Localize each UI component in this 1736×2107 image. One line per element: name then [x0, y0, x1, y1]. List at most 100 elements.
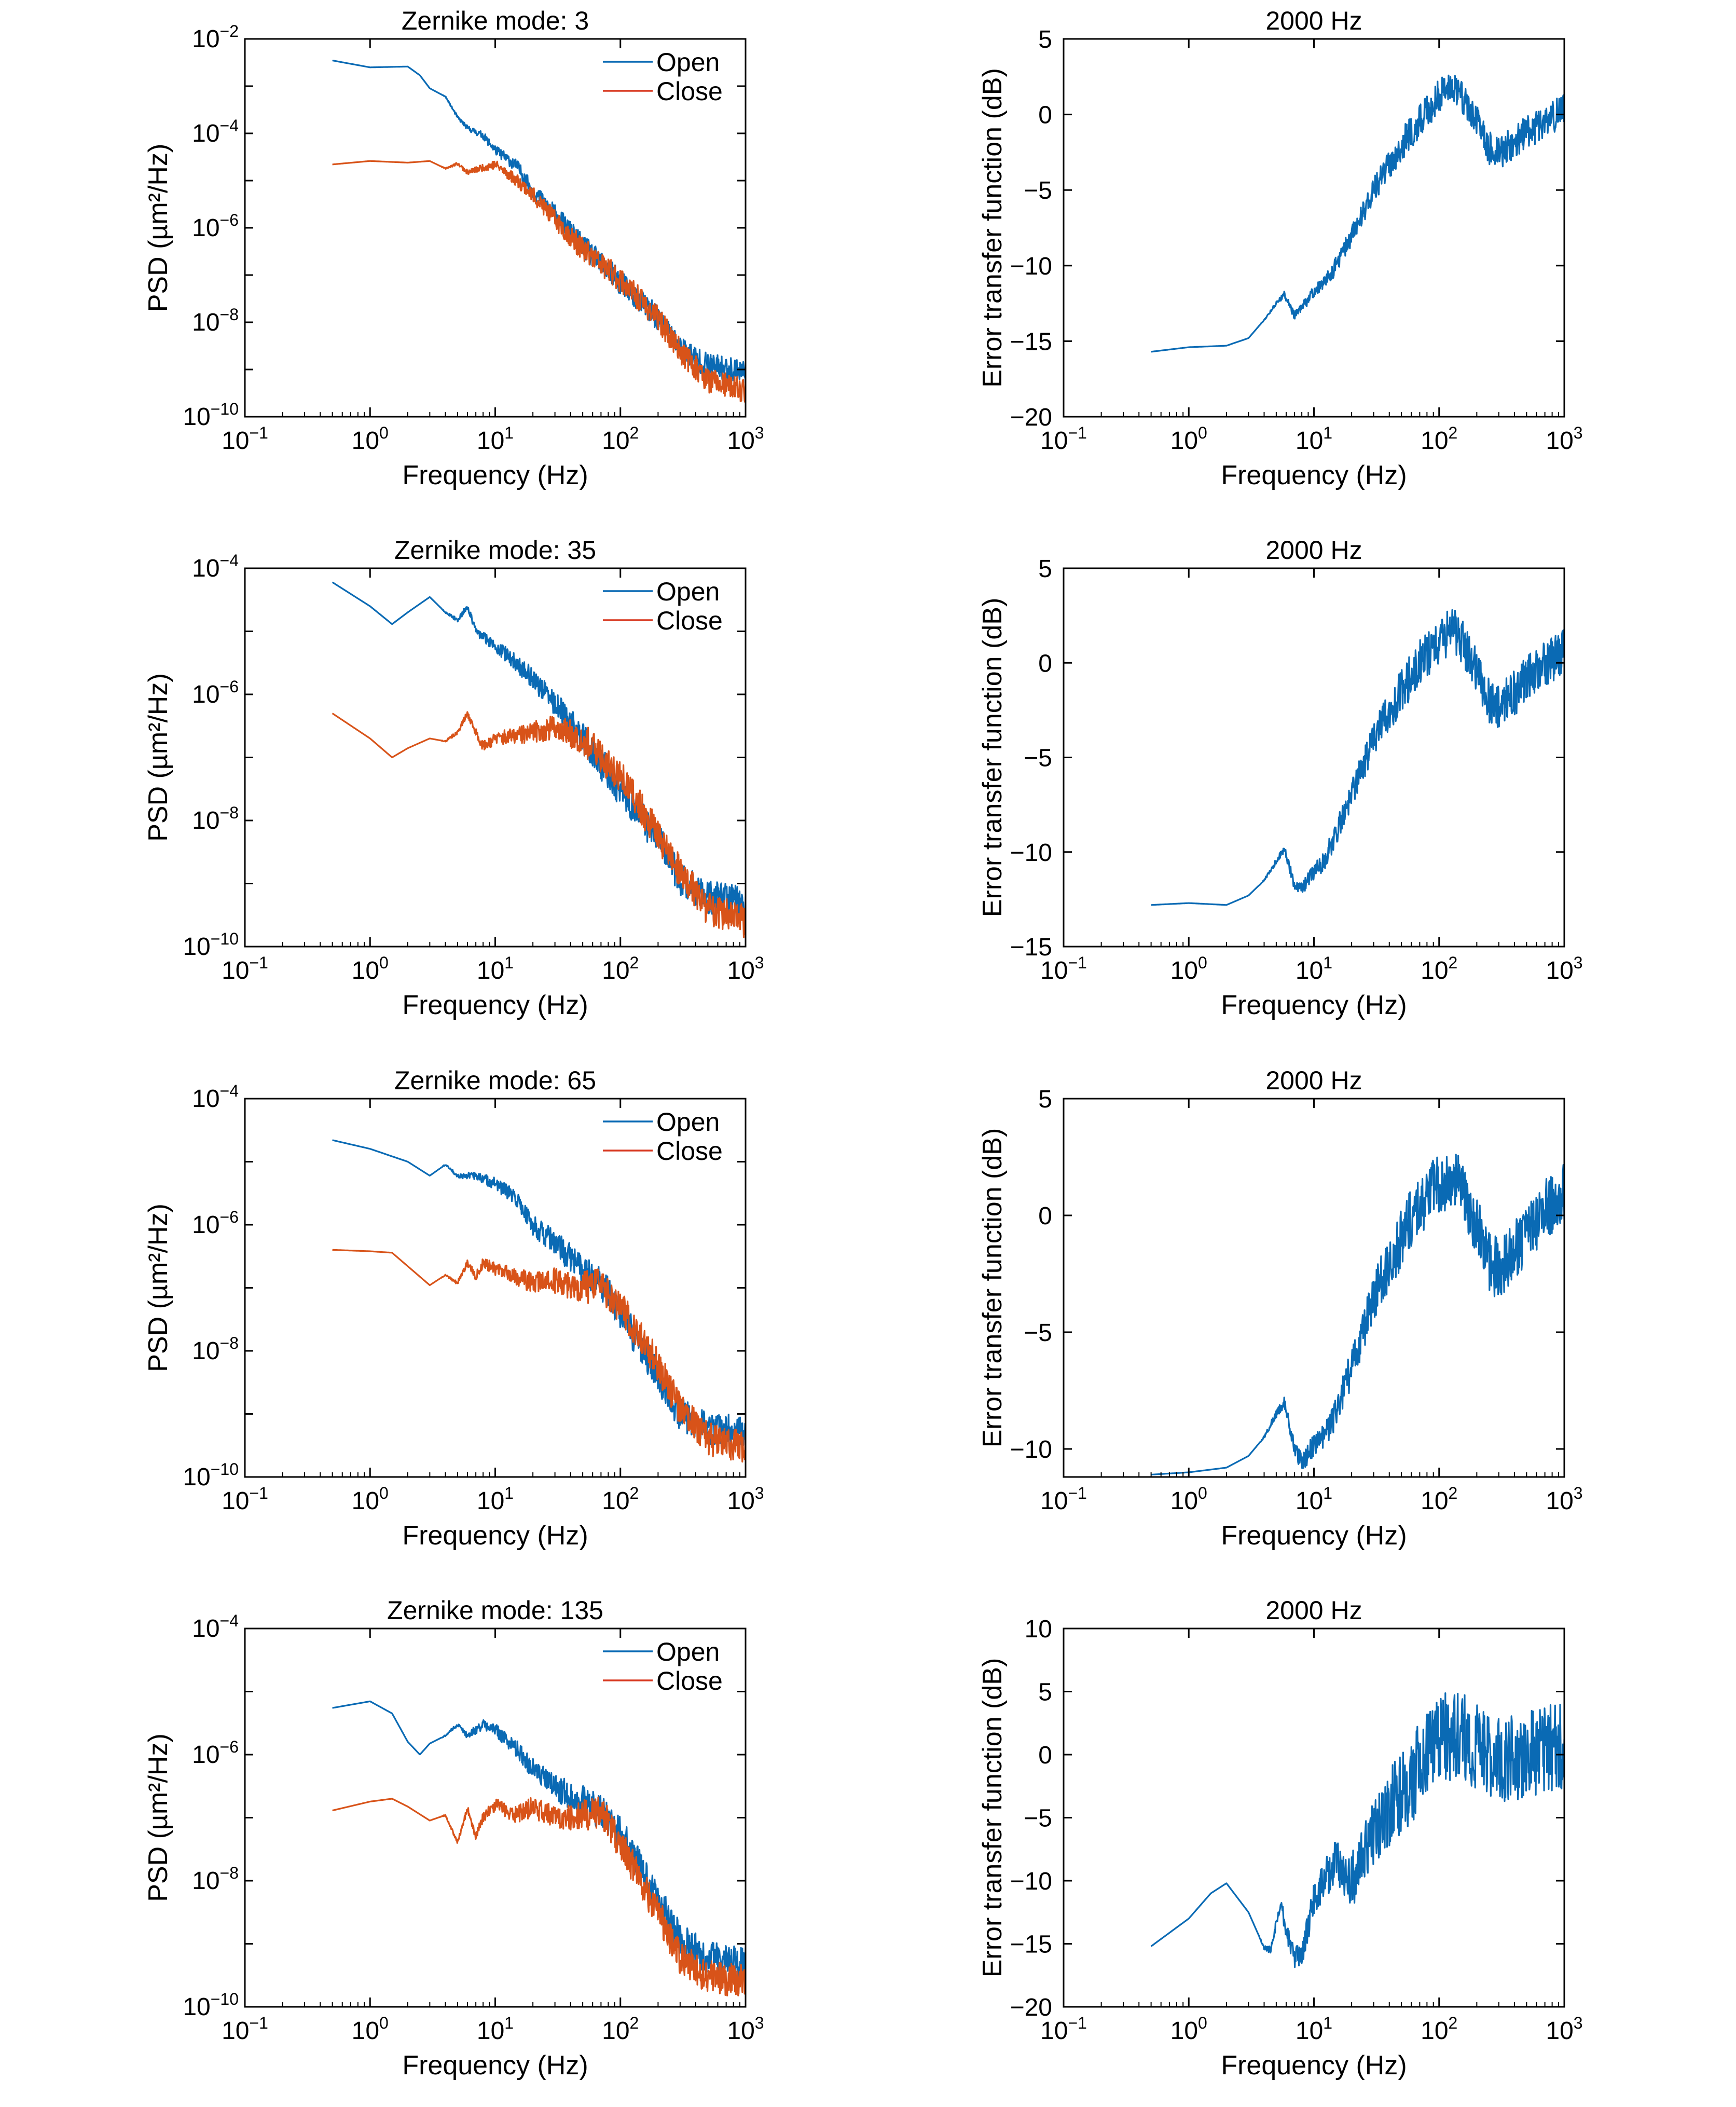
x-tick-label: 102: [1421, 423, 1457, 455]
series-line-open: [332, 1700, 746, 1979]
y-tick-label: −20: [1010, 1994, 1052, 2021]
y-axis-title: PSD (µm²/Hz): [143, 1733, 173, 1902]
plot-title: Zernike mode: 135: [387, 1596, 603, 1625]
x-tick-label: 102: [1421, 953, 1457, 984]
series-line-close: [332, 1249, 746, 1463]
x-tick-label: 103: [727, 1484, 764, 1515]
x-tick-label: 100: [1170, 953, 1207, 984]
y-tick-label: −15: [1010, 328, 1052, 355]
y-tick-label: 0: [1038, 1202, 1052, 1230]
legend-label-close: Close: [656, 77, 723, 106]
y-axis-title: Error transfer function (dB): [977, 1658, 1008, 1978]
series-line-etf: [1150, 74, 1564, 353]
legend-label-open: Open: [656, 577, 720, 606]
y-tick-label: 10−8: [192, 305, 239, 336]
series-line-close: [332, 711, 746, 938]
x-tick-label: 101: [1296, 1484, 1332, 1515]
plot-title: 2000 Hz: [1265, 1596, 1362, 1625]
y-tick-label: 5: [1038, 26, 1052, 53]
series-line-close: [332, 160, 746, 403]
legend-label-close: Close: [656, 606, 723, 635]
plot-title: Zernike mode: 65: [394, 1066, 596, 1095]
series-line-close: [332, 1796, 746, 1996]
x-tick-label: 10−1: [1040, 2014, 1087, 2045]
y-tick-label: 10−6: [192, 1208, 239, 1239]
y-tick-label: −10: [1010, 253, 1052, 280]
axes-frame: [1063, 1627, 1565, 2008]
x-axis-title: Frequency (Hz): [402, 2050, 588, 2081]
y-tick-label: 10−8: [192, 803, 239, 834]
y-tick-label: −10: [1010, 1868, 1052, 1895]
y-axis-title: PSD (µm²/Hz): [143, 1203, 173, 1372]
x-tick-label: 101: [477, 2014, 514, 2045]
y-tick-label: 10−8: [192, 1864, 239, 1895]
y-tick-label: −15: [1010, 934, 1052, 961]
x-tick-label: 10−1: [1040, 1484, 1087, 1515]
x-tick-label: 101: [1296, 423, 1332, 455]
x-tick-label: 101: [477, 1484, 514, 1515]
x-tick-label: 103: [727, 953, 764, 984]
y-tick-label: −20: [1010, 404, 1052, 431]
x-tick-label: 102: [1421, 1484, 1457, 1515]
y-tick-label: 5: [1038, 1679, 1052, 1706]
plot-title: Zernike mode: 35: [394, 536, 596, 565]
y-tick-label: 10−4: [192, 116, 239, 147]
panel-psd-mode-35: 10−1 100 101 102 103 10−4 10−6 10−8 10−10 Zernike…: [143, 536, 764, 1020]
y-axis-title: Error transfer function (dB): [977, 1128, 1008, 1448]
x-tick-label: 10−1: [1040, 423, 1087, 455]
x-tick-label: 10−1: [222, 423, 268, 455]
y-tick-label: 5: [1038, 1086, 1052, 1113]
y-tick-label: 10−10: [183, 1460, 239, 1491]
y-tick-label: −5: [1024, 1319, 1052, 1347]
y-tick-label: 10−4: [192, 551, 239, 582]
x-tick-label: 10−1: [1040, 953, 1087, 984]
plot-title: 2000 Hz: [1265, 6, 1362, 35]
panel-etf-mode-3: 10−1 100 101 102 103 5 0 −5 −10 −15 −20 2000 Hz Freq…: [977, 6, 1583, 490]
x-tick-label: 103: [1546, 423, 1582, 455]
x-axis-title: Frequency (Hz): [402, 1521, 588, 1551]
x-tick-label: 10−1: [222, 1484, 268, 1515]
x-tick-label: 100: [352, 953, 389, 984]
x-tick-label: 103: [727, 423, 764, 455]
y-axis-title: PSD (µm²/Hz): [143, 144, 173, 312]
plot-title: 2000 Hz: [1265, 1066, 1362, 1095]
y-tick-label: 10−10: [183, 400, 239, 431]
panel-etf-mode-135: 10−1 100 101 102 103 10 5 0 −5 −10 −15 −20 2000 Hz Fr…: [977, 1596, 1583, 2081]
y-tick-label: 10−10: [183, 929, 239, 961]
y-tick-label: 10−6: [192, 1737, 239, 1769]
y-tick-label: 10−6: [192, 211, 239, 242]
y-axis-title: Error transfer function (dB): [977, 68, 1008, 388]
y-axis-title: PSD (µm²/Hz): [143, 673, 173, 842]
panel-psd-mode-135: 10−1 100 101 102 103 10−4 10−6 10−8 10−10 Zernike…: [143, 1596, 764, 2081]
x-tick-label: 100: [1170, 2014, 1207, 2045]
series-line-etf: [1150, 1154, 1564, 1476]
x-tick-label: 103: [1546, 2014, 1582, 2045]
legend-label-close: Close: [656, 1137, 723, 1166]
series-line-etf: [1150, 1692, 1564, 1968]
x-tick-label: 10−1: [222, 953, 268, 984]
x-axis-title: Frequency (Hz): [1221, 1521, 1407, 1551]
legend-label-open: Open: [656, 1637, 720, 1666]
x-tick-label: 103: [727, 2014, 764, 2045]
x-tick-label: 100: [1170, 423, 1207, 455]
y-tick-label: −15: [1010, 1931, 1052, 1959]
y-axis-title: Error transfer function (dB): [977, 598, 1008, 918]
y-tick-label: 0: [1038, 650, 1052, 677]
y-tick-label: 10−2: [192, 22, 239, 53]
x-tick-label: 102: [602, 1484, 639, 1515]
x-tick-label: 103: [1546, 953, 1582, 984]
axes-frame: [1063, 567, 1565, 948]
panel-psd-mode-3: 10−1 100 101 102 103 10−2 10−4 10−6 10−8 10−10 Zer…: [143, 6, 764, 490]
x-tick-label: 10−1: [222, 2014, 268, 2045]
y-tick-label: 5: [1038, 555, 1052, 583]
y-tick-label: −5: [1024, 745, 1052, 772]
x-tick-label: 101: [477, 423, 514, 455]
y-tick-label: −10: [1010, 839, 1052, 867]
y-tick-label: 10−6: [192, 677, 239, 708]
x-tick-label: 101: [1296, 2014, 1332, 2045]
y-tick-label: 10−4: [192, 1082, 239, 1113]
x-tick-label: 101: [1296, 953, 1332, 984]
